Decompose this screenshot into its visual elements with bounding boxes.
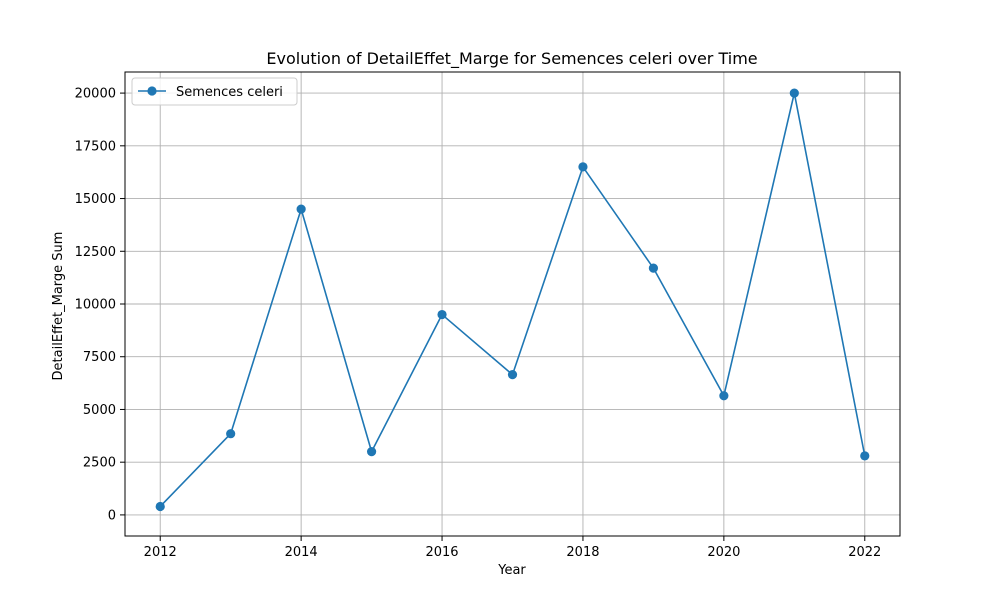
data-point bbox=[155, 501, 165, 512]
data-point bbox=[366, 447, 377, 457]
data-point bbox=[437, 309, 447, 320]
x-axis-label: Year bbox=[497, 563, 526, 578]
y-tick-label: 17500 bbox=[75, 139, 116, 154]
y-tick-label: 10000 bbox=[75, 298, 116, 313]
data-point bbox=[578, 162, 588, 172]
x-tick-label: 2018 bbox=[566, 545, 599, 560]
data-point bbox=[296, 204, 306, 214]
data-point bbox=[507, 370, 518, 380]
data-point bbox=[860, 451, 870, 461]
y-tick-label: 5000 bbox=[83, 403, 116, 418]
y-tick-label: 12500 bbox=[75, 245, 116, 260]
legend: Semences celeri bbox=[131, 77, 298, 106]
y-tick-label: 15000 bbox=[75, 192, 116, 207]
y-tick-label: 7500 bbox=[83, 350, 116, 365]
legend-marker bbox=[147, 86, 157, 96]
x-tick-label: 2022 bbox=[848, 545, 881, 560]
data-point bbox=[719, 391, 729, 401]
y-tick-label: 0 bbox=[108, 508, 116, 523]
grid bbox=[125, 72, 900, 536]
data-point bbox=[226, 429, 236, 439]
chart-title: Evolution of DetailEffet_Marge for Semen… bbox=[266, 49, 757, 69]
x-tick-label: 2020 bbox=[707, 545, 740, 560]
x-tick-label: 2016 bbox=[425, 545, 458, 560]
y-axis-label: DetailEffet_Marge Sum bbox=[51, 232, 66, 381]
x-tick-label: 2012 bbox=[144, 545, 177, 560]
y-tick-label: 20000 bbox=[75, 87, 116, 102]
axes: 2012 2014 2016 2018 2020 2022 0 2500 5000 7500 100… bbox=[75, 71, 901, 560]
x-tick-label: 2014 bbox=[285, 545, 318, 560]
y-tick-label: 2500 bbox=[83, 456, 116, 471]
data-point bbox=[648, 263, 659, 273]
legend-box bbox=[131, 77, 298, 106]
series-group bbox=[155, 88, 870, 512]
data-point bbox=[789, 88, 799, 98]
legend-label: Semences celeri bbox=[176, 85, 283, 100]
